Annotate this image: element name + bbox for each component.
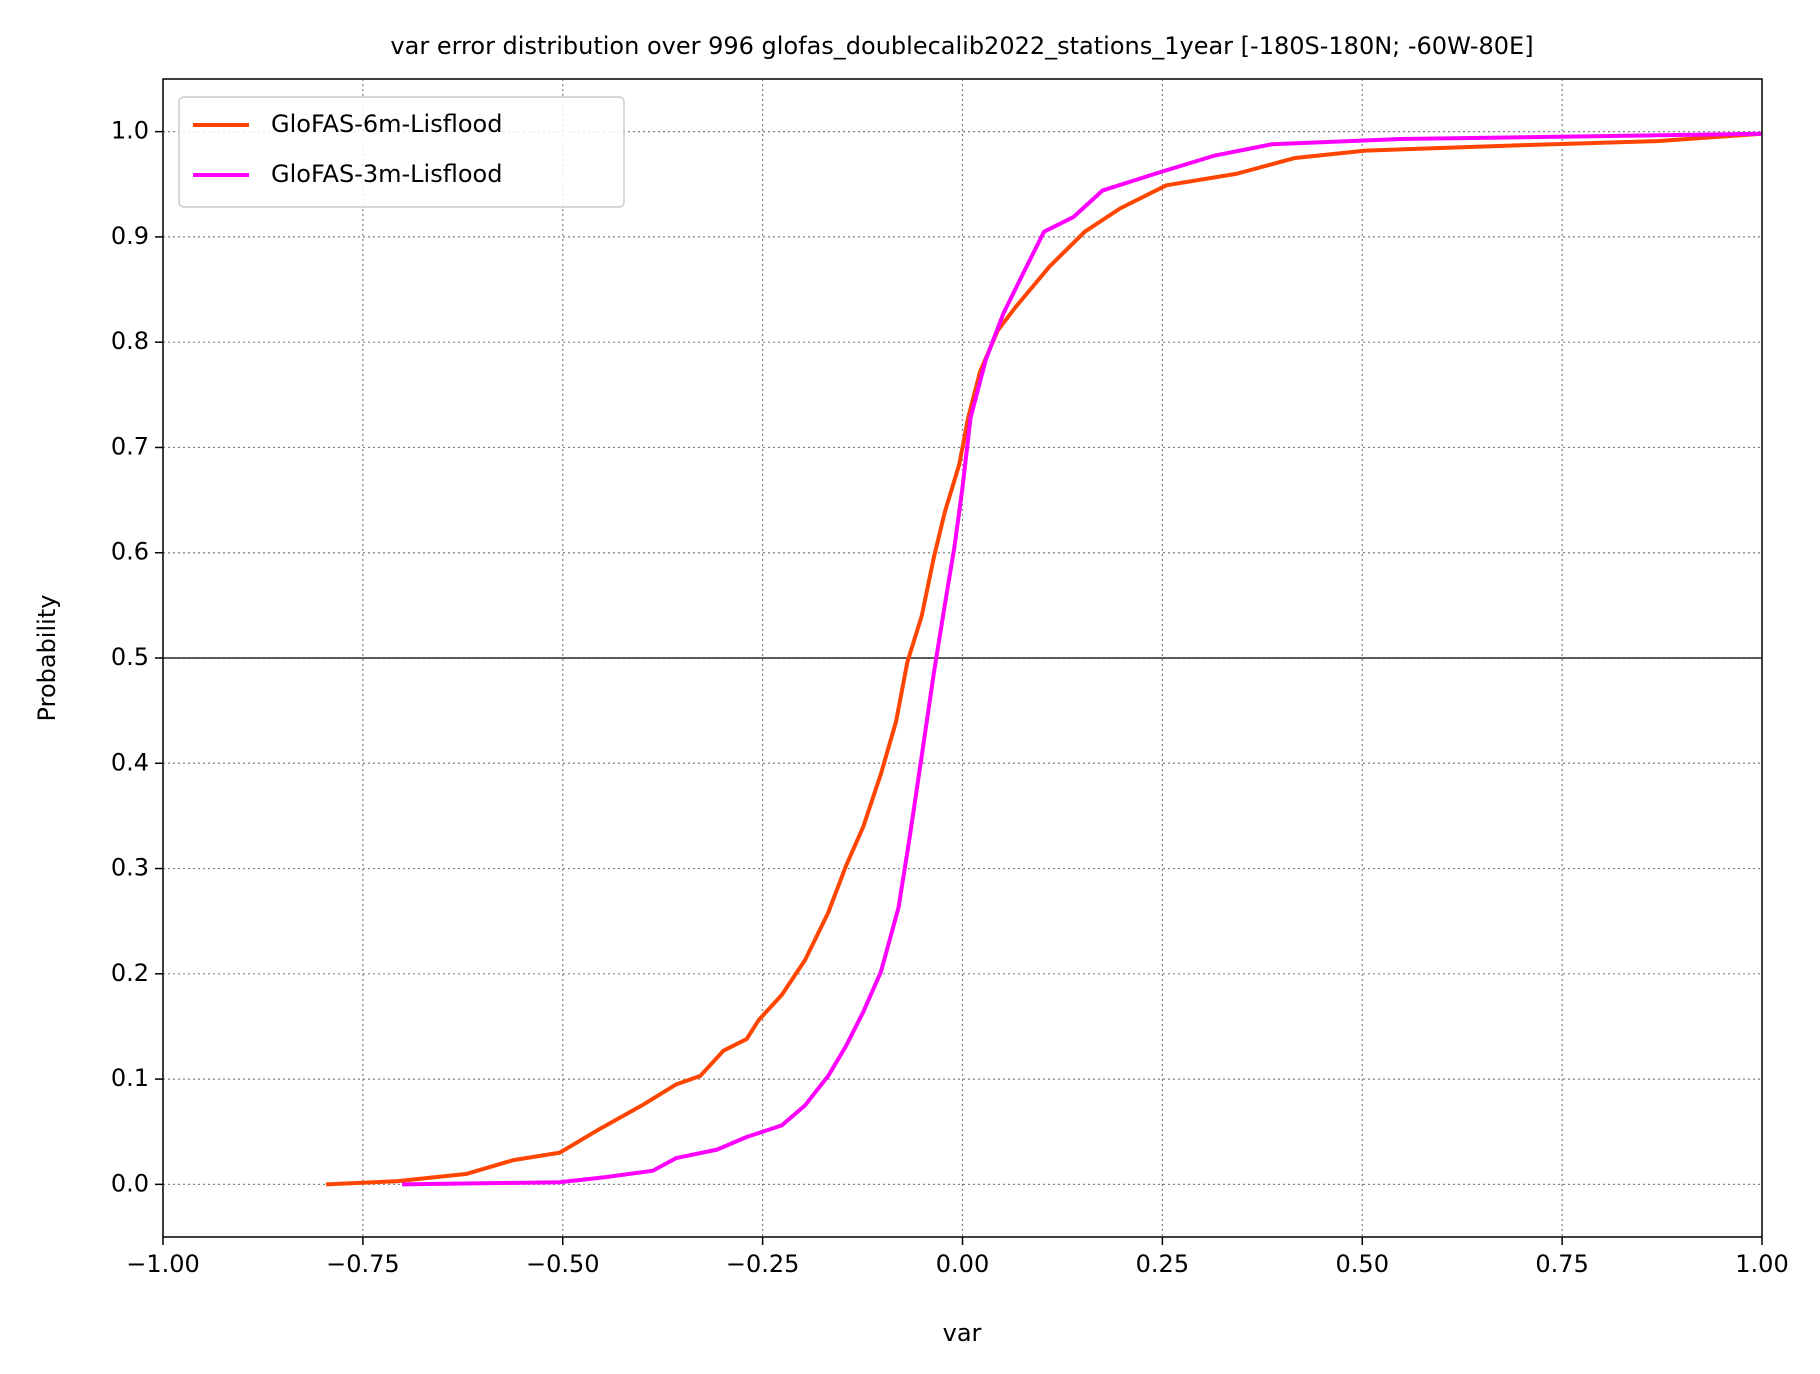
- y-tick-label: 0.9: [111, 222, 149, 250]
- x-tick-label: 0.00: [936, 1250, 989, 1278]
- y-axis-label: Probability: [33, 595, 61, 722]
- y-tick-label: 0.2: [111, 959, 149, 987]
- chart-title: var error distribution over 996 glofas_d…: [390, 32, 1533, 60]
- x-tick-label: 0.50: [1336, 1250, 1389, 1278]
- legend: GloFAS-6m-Lisflood GloFAS-3m-Lisflood: [178, 96, 625, 208]
- x-tick-label: −0.25: [726, 1250, 800, 1278]
- x-tick-label: 0.75: [1535, 1250, 1588, 1278]
- series-line: [402, 131, 1762, 1187]
- x-tick-label: −0.50: [526, 1250, 600, 1278]
- y-tick-label: 0.6: [111, 538, 149, 566]
- y-tick-label: 0.3: [111, 854, 149, 882]
- x-tick-label: −0.75: [326, 1250, 400, 1278]
- legend-label: GloFAS-6m-Lisflood: [271, 110, 502, 138]
- x-tick-label: −1.00: [126, 1250, 200, 1278]
- y-tick-label: 0.8: [111, 327, 149, 355]
- y-tick-label: 0.4: [111, 748, 149, 776]
- y-tick-label: 0.1: [111, 1064, 149, 1092]
- x-axis-label: var: [943, 1319, 982, 1347]
- x-tick-label: 1.00: [1735, 1250, 1788, 1278]
- y-tick-label: 0.0: [111, 1169, 149, 1197]
- legend-box: [178, 96, 625, 208]
- legend-label: GloFAS-3m-Lisflood: [271, 160, 502, 188]
- x-tick-label: 0.25: [1136, 1250, 1189, 1278]
- series-line: [326, 131, 1762, 1187]
- plot-frame: [162, 78, 1763, 1238]
- y-tick-label: 0.5: [111, 643, 149, 671]
- y-tick-label: 1.0: [111, 117, 149, 145]
- y-tick-label: 0.7: [111, 432, 149, 460]
